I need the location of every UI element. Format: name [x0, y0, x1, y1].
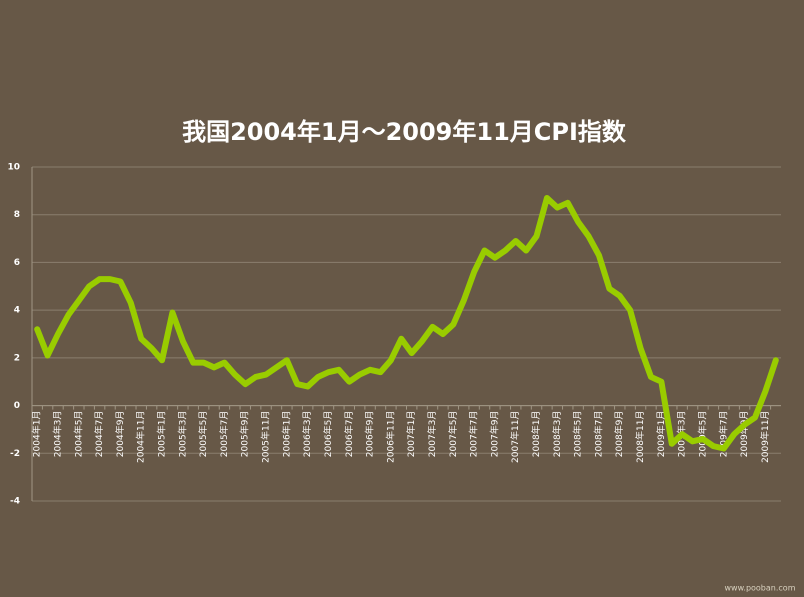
x-tick-label: 2005年3月 [176, 411, 188, 458]
x-tick-label: 2004年7月 [93, 411, 105, 458]
x-tick-label: 2009年1月 [655, 411, 667, 458]
x-tick-label: 2005年1月 [156, 411, 168, 458]
x-tick-label: 2008年1月 [530, 411, 542, 458]
x-tick-label: 2008年9月 [613, 411, 625, 458]
x-tick-label: 2007年5月 [447, 411, 459, 458]
x-tick-label: 2004年9月 [114, 411, 126, 458]
x-tick-label: 2006年11月 [384, 411, 396, 463]
x-tick-label: 2005年11月 [260, 411, 272, 463]
y-tick-label: 10 [7, 163, 20, 173]
x-tick-label: 2007年7月 [468, 411, 480, 458]
x-tick-label: 2008年11月 [634, 411, 646, 463]
y-tick-label: 6 [14, 258, 20, 268]
x-tick-label: 2007年1月 [405, 411, 417, 458]
watermark: www.pooban.com [725, 584, 796, 593]
x-tick-label: 2005年5月 [197, 411, 209, 458]
x-tick-label: 2007年9月 [488, 411, 500, 458]
y-tick-label: -2 [10, 449, 20, 459]
x-tick-label: 2004年5月 [72, 411, 84, 458]
x-tick-label: 2004年11月 [135, 411, 147, 463]
x-tick-label: 2006年7月 [343, 411, 355, 458]
x-tick-label: 2008年5月 [572, 411, 584, 458]
x-tick-label: 2004年3月 [52, 411, 64, 458]
x-tick-label: 2007年3月 [426, 411, 438, 458]
x-tick-label: 2007年11月 [509, 411, 521, 463]
x-tick-label: 2006年5月 [322, 411, 334, 458]
x-tick-label: 2005年7月 [218, 411, 230, 458]
x-tick-label: 2008年3月 [551, 411, 563, 458]
x-tick-label: 2005年9月 [239, 411, 251, 458]
x-tick-label: 2009年5月 [696, 411, 708, 458]
x-tick-label: 2006年9月 [364, 411, 376, 458]
line-series [34, 195, 779, 452]
y-tick-label: -4 [10, 497, 20, 507]
x-tick-label: 2006年1月 [280, 411, 292, 458]
y-tick-label: 4 [14, 306, 20, 316]
x-tick-label: 2008年7月 [592, 411, 604, 458]
y-tick-label: 0 [14, 401, 20, 411]
x-tick-label: 2009年11月 [759, 411, 771, 463]
x-tick-label: 2004年1月 [31, 411, 43, 458]
x-tick-label: 2009年9月 [738, 411, 750, 458]
chart-title: 我国2004年1月～2009年11月CPI指数 [182, 118, 627, 146]
y-tick-label: 8 [14, 210, 20, 220]
x-tick-label: 2006年3月 [301, 411, 313, 458]
y-tick-label: 2 [14, 353, 20, 363]
